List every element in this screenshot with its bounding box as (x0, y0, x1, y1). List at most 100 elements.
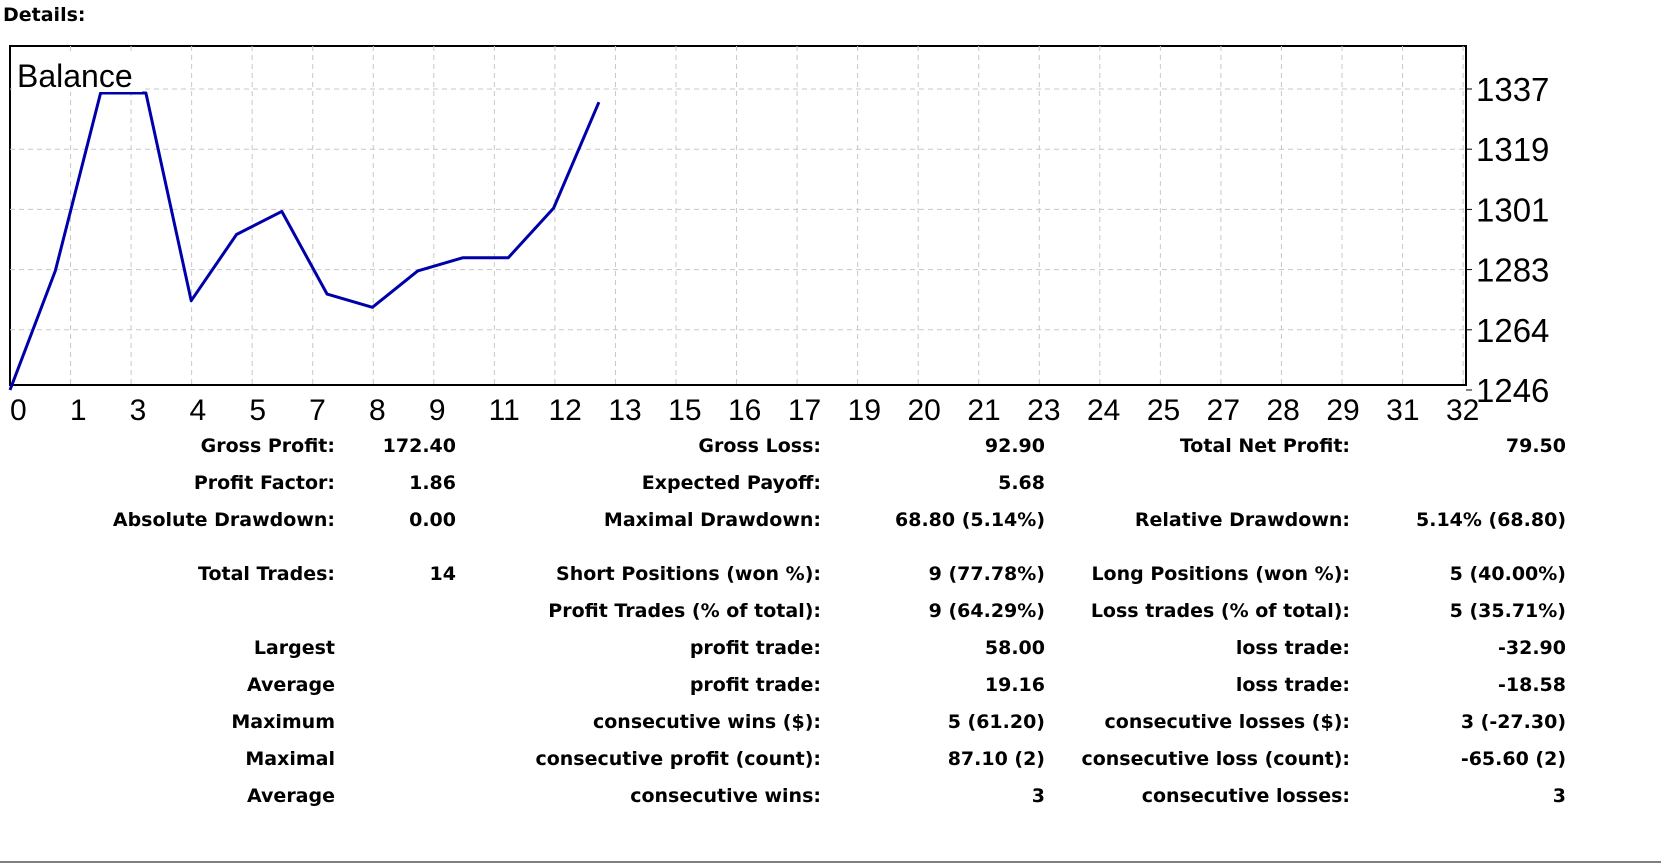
stat-label: loss trade: (1235, 637, 1350, 659)
y-tick-label: 1246 (1476, 372, 1549, 409)
stat-label: Average (247, 785, 335, 807)
x-tick-label: 29 (1326, 394, 1359, 427)
stat-value: 68.80 (5.14%) (895, 509, 1045, 531)
stat-value: 19.16 (984, 674, 1045, 696)
stat-value: 5 (35.71%) (1449, 600, 1566, 622)
stat-value: 58.00 (984, 637, 1045, 659)
x-axis-ticks: 0 1 3 4 5 7 8 9 11 12 13 15 16 17 19 20 21 23 24 25 27 28 29 31… (10, 394, 1479, 427)
x-tick-label: 20 (908, 394, 941, 427)
stat-label: Largest (253, 637, 335, 659)
details-heading: Details: (3, 4, 86, 26)
stat-value: -65.60 (2) (1460, 748, 1566, 770)
stat-label: consecutive losses ($): (1104, 711, 1351, 733)
y-tick-label: 1264 (1476, 312, 1549, 349)
stat-value: 172.40 (382, 435, 456, 457)
stat-label: consecutive wins ($): (592, 711, 821, 733)
stats-row: Gross Profit: 172.40 Gross Loss: 92.90 Total… (0, 430, 1661, 462)
stats-row: Largest profit trade: 58.00 loss trade: -32.… (0, 632, 1661, 664)
stat-label: consecutive wins: (630, 785, 821, 807)
y-tick-label: 1319 (1476, 131, 1549, 168)
y-tick-label: 1337 (1476, 71, 1549, 108)
x-tick-label: 9 (429, 394, 446, 427)
x-tick-label: 31 (1386, 394, 1419, 427)
x-tick-label: 32 (1446, 394, 1479, 427)
stats-row: Average profit trade: 19.16 loss trade: -18.… (0, 669, 1661, 701)
chart-title: Balance (17, 58, 133, 94)
stat-label: Gross Profit: (200, 435, 335, 457)
x-tick-label: 3 (130, 394, 147, 427)
stat-label: Expected Payoff: (641, 472, 821, 494)
stat-value: 3 (1031, 785, 1045, 807)
stat-label: Loss trades (% of total): (1090, 600, 1350, 622)
stat-value: -32.90 (1498, 637, 1566, 659)
stat-label: profit trade: (689, 674, 821, 696)
stats-row: Profit Trades (% of total): 9 (64.29%) Los… (0, 595, 1661, 627)
stat-value: -18.58 (1498, 674, 1566, 696)
stat-label: Short Positions (won %): (556, 563, 821, 585)
stat-label: Average (247, 674, 335, 696)
stats-row: Maximal consecutive profit (count): 87.10 … (0, 743, 1661, 775)
stat-label: Maximal Drawdown: (603, 509, 821, 531)
x-tick-label: 28 (1267, 394, 1300, 427)
stat-value: 5.68 (998, 472, 1045, 494)
y-axis-ticks: 1337 1319 1301 1283 1264 1246 (1466, 71, 1549, 409)
bottom-divider (0, 861, 1661, 863)
y-tick-label: 1301 (1476, 191, 1549, 228)
x-tick-label: 1 (70, 394, 87, 427)
stat-label: consecutive losses: (1141, 785, 1350, 807)
stat-value: 9 (64.29%) (928, 600, 1045, 622)
stat-value: 1.86 (409, 472, 456, 494)
stat-value: 5 (61.20) (947, 711, 1045, 733)
x-tick-label: 13 (608, 394, 641, 427)
stats-row: Maximum consecutive wins ($): 5 (61.20) con… (0, 706, 1661, 738)
x-tick-label: 4 (190, 394, 207, 427)
stat-value: 87.10 (2) (947, 748, 1045, 770)
stats-row: Absolute Drawdown: 0.00 Maximal Drawdown: 6… (0, 504, 1661, 536)
stat-value: 79.50 (1505, 435, 1566, 457)
stat-value: 3 (-27.30) (1460, 711, 1566, 733)
x-tick-label: 7 (309, 394, 326, 427)
stat-label: Profit Factor: (193, 472, 335, 494)
chart-title-bg (12, 54, 142, 92)
stat-label: Maximum (231, 711, 335, 733)
stat-label: Maximal (245, 748, 335, 770)
x-tick-label: 27 (1207, 394, 1240, 427)
stat-value: 3 (1552, 785, 1566, 807)
stat-label: loss trade: (1235, 674, 1350, 696)
stat-value: 92.90 (984, 435, 1045, 457)
y-tick-label: 1283 (1476, 252, 1549, 289)
vertical-gridlines (70, 46, 1464, 385)
stat-label: Relative Drawdown: (1134, 509, 1350, 531)
stats-row: Total Trades: 14 Short Positions (won %): 9… (0, 558, 1661, 590)
x-tick-label: 15 (668, 394, 701, 427)
stat-label: Gross Loss: (698, 435, 821, 457)
x-tick-label: 19 (848, 394, 881, 427)
x-tick-label: 11 (489, 394, 520, 427)
x-tick-label: 12 (549, 394, 582, 427)
stat-label: consecutive loss (count): (1081, 748, 1350, 770)
stat-label: Long Positions (won %): (1091, 563, 1350, 585)
stat-value: 5.14% (68.80) (1416, 509, 1566, 531)
stat-value: 9 (77.78%) (928, 563, 1045, 585)
stat-value: 5 (40.00%) (1449, 563, 1566, 585)
x-tick-label: 5 (249, 394, 266, 427)
stat-label: Absolute Drawdown: (112, 509, 335, 531)
x-tick-label: 25 (1147, 394, 1180, 427)
stat-label: profit trade: (689, 637, 821, 659)
stat-value: 0.00 (409, 509, 456, 531)
stat-label: consecutive profit (count): (535, 748, 821, 770)
stat-label: Total Trades: (198, 563, 335, 585)
x-tick-label: 21 (967, 394, 1000, 427)
stats-row: Profit Factor: 1.86 Expected Payoff: 5.68 (0, 467, 1661, 499)
stat-value: 14 (429, 563, 456, 585)
plot-area (9, 45, 1467, 386)
x-tick-label: 24 (1087, 394, 1120, 427)
balance-series-line (8, 91, 601, 391)
x-tick-label: 23 (1027, 394, 1060, 427)
stats-row: Average consecutive wins: 3 consecutive los… (0, 780, 1661, 812)
x-tick-label: 16 (728, 394, 761, 427)
balance-chart: Balance 0 1 3 4 5 7 8 9 11 12 13 15 16 17 19 20 21 23 24 25… (8, 45, 1549, 427)
stat-label: Total Net Profit: (1179, 435, 1350, 457)
x-tick-label: 17 (788, 394, 821, 427)
stat-label: Profit Trades (% of total): (548, 600, 821, 622)
